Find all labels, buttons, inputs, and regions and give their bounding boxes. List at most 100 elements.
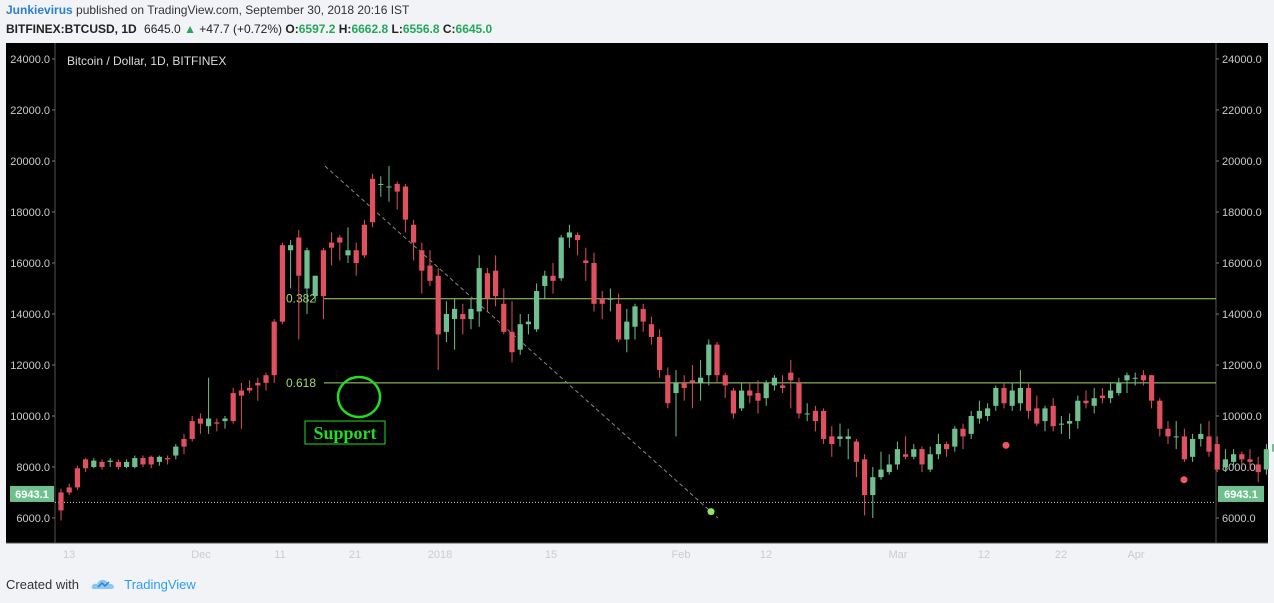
candle-body[interactable] — [1157, 400, 1163, 429]
candle-body[interactable] — [394, 183, 400, 192]
candle-body[interactable] — [148, 456, 154, 465]
candle-body[interactable] — [1083, 400, 1089, 404]
candle-body[interactable] — [665, 375, 671, 404]
candle-body[interactable] — [263, 375, 269, 383]
candle-body[interactable] — [83, 459, 89, 469]
candle-body[interactable] — [583, 260, 589, 263]
candle-body[interactable] — [804, 413, 810, 415]
candle-body[interactable] — [763, 382, 769, 399]
candle-body[interactable] — [279, 245, 285, 322]
candle-body[interactable] — [1001, 387, 1007, 404]
candle-body[interactable] — [591, 263, 597, 304]
candle-body[interactable] — [296, 237, 302, 276]
candle-body[interactable] — [402, 186, 408, 220]
candle-body[interactable] — [99, 461, 105, 467]
candle-body[interactable] — [944, 444, 950, 450]
candle-body[interactable] — [427, 265, 433, 281]
candle-body[interactable] — [230, 393, 236, 422]
candle-body[interactable] — [607, 298, 613, 300]
candle-body[interactable] — [197, 418, 203, 424]
candle-body[interactable] — [681, 382, 687, 388]
candle-body[interactable] — [927, 454, 933, 470]
candle-body[interactable] — [271, 321, 277, 376]
candle-body[interactable] — [894, 449, 900, 465]
candle-body[interactable] — [222, 418, 228, 422]
candle-body[interactable] — [1263, 449, 1269, 470]
candle-body[interactable] — [189, 421, 195, 439]
candle-body[interactable] — [903, 454, 909, 457]
candle-body[interactable] — [1017, 387, 1023, 404]
candle-body[interactable] — [411, 224, 417, 243]
candle-body[interactable] — [1026, 387, 1032, 411]
candle-body[interactable] — [91, 460, 97, 467]
candle-body[interactable] — [657, 336, 663, 371]
candle-body[interactable] — [886, 464, 892, 473]
candle-body[interactable] — [952, 428, 958, 447]
candle-body[interactable] — [435, 275, 441, 335]
candle-body[interactable] — [238, 390, 244, 396]
candle-body[interactable] — [616, 303, 622, 340]
candle-body[interactable] — [1132, 377, 1138, 379]
candle-body[interactable] — [337, 237, 343, 243]
candle-body[interactable] — [1181, 436, 1187, 460]
candle-body[interactable] — [173, 446, 179, 456]
candle-body[interactable] — [1108, 390, 1114, 399]
candle-body[interactable] — [378, 183, 384, 185]
candle-body[interactable] — [1231, 454, 1237, 462]
candle-body[interactable] — [509, 331, 515, 353]
candle-body[interactable] — [1239, 454, 1245, 460]
candle-body[interactable] — [329, 242, 335, 248]
candle-body[interactable] — [599, 298, 605, 304]
candle-body[interactable] — [181, 438, 187, 447]
candle-body[interactable] — [124, 461, 130, 467]
author-link[interactable]: Junkievirus — [6, 3, 73, 17]
candle-body[interactable] — [1247, 459, 1253, 462]
candle-body[interactable] — [501, 303, 507, 332]
candle-body[interactable] — [1099, 395, 1105, 399]
candle-body[interactable] — [1206, 436, 1212, 452]
candle-body[interactable] — [862, 459, 868, 496]
candle-body[interactable] — [878, 469, 884, 478]
candle-body[interactable] — [960, 428, 966, 437]
candle-body[interactable] — [214, 422, 220, 424]
trend-line[interactable] — [324, 165, 719, 519]
candle-body[interactable] — [74, 468, 80, 488]
candle-body[interactable] — [730, 390, 736, 414]
candle-body[interactable] — [525, 321, 531, 325]
candle-body[interactable] — [780, 385, 786, 388]
candle-body[interactable] — [534, 291, 540, 330]
price-chart[interactable]: 6000.0 8000.0 10000.0 12000.0 14000.0 16000.0… — [0, 0, 1274, 570]
candle-body[interactable] — [1140, 375, 1146, 381]
candle-body[interactable] — [140, 458, 146, 465]
candle-body[interactable] — [919, 449, 925, 465]
candle-body[interactable] — [1058, 423, 1064, 425]
candle-body[interactable] — [1255, 464, 1261, 473]
candle-body[interactable] — [419, 250, 425, 271]
candle-body[interactable] — [821, 410, 827, 439]
candle-body[interactable] — [1042, 408, 1048, 422]
candle-body[interactable] — [1075, 400, 1081, 422]
candle-body[interactable] — [247, 387, 253, 391]
candle-body[interactable] — [968, 416, 974, 434]
candle-body[interactable] — [648, 324, 654, 337]
candle-body[interactable] — [698, 377, 704, 383]
candle-body[interactable] — [993, 387, 999, 406]
candle-body[interactable] — [1165, 428, 1171, 437]
candle-body[interactable] — [484, 273, 490, 299]
candle-body[interactable] — [320, 250, 326, 297]
candle-body[interactable] — [1067, 421, 1073, 424]
candle-body[interactable] — [58, 492, 64, 511]
candle-body[interactable] — [312, 275, 318, 297]
candle-body[interactable] — [1124, 375, 1130, 381]
candle-body[interactable] — [493, 270, 499, 297]
candle-body[interactable] — [132, 458, 138, 467]
candle-body[interactable] — [812, 410, 818, 422]
candle-body[interactable] — [796, 382, 802, 414]
candle-body[interactable] — [1214, 444, 1220, 470]
candle-body[interactable] — [837, 436, 843, 439]
candle-body[interactable] — [829, 436, 835, 445]
candle-body[interactable] — [935, 444, 941, 455]
candle-body[interactable] — [288, 245, 294, 251]
candle-body[interactable] — [706, 344, 712, 376]
candle-body[interactable] — [550, 275, 556, 281]
